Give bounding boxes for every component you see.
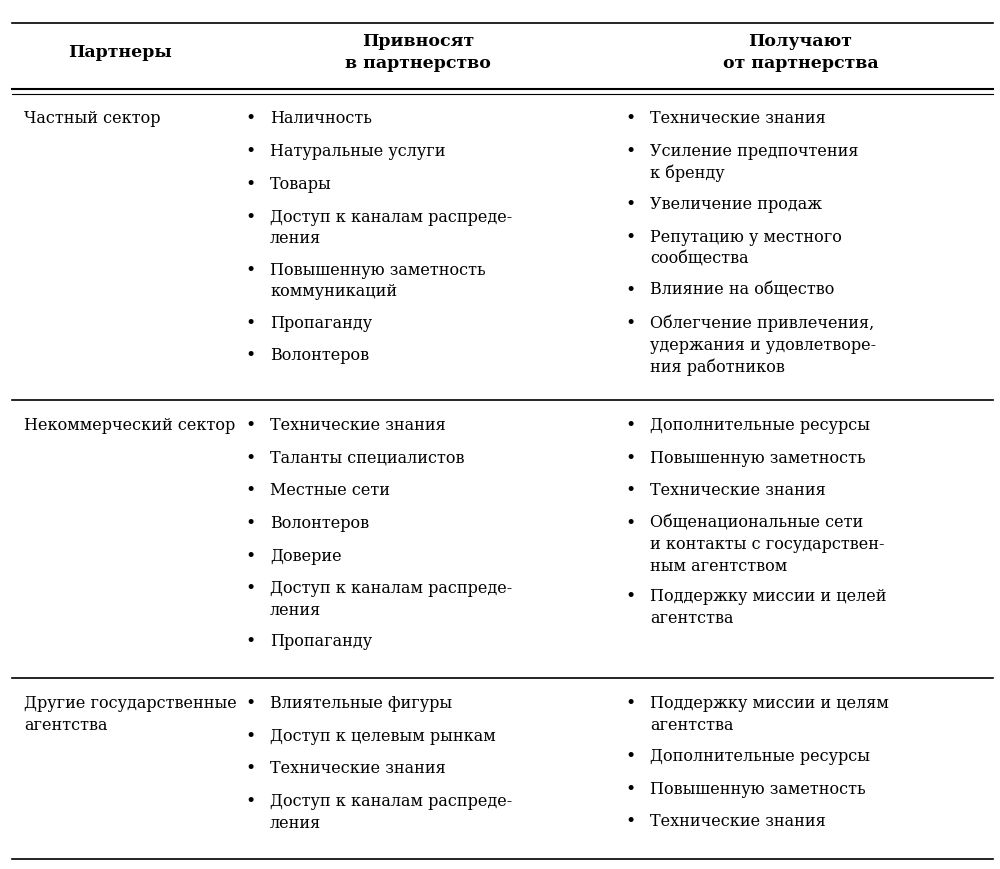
Text: •: • (245, 347, 255, 364)
Text: Облегчение привлечения,
удержания и удовлетворе-
ния работников: Облегчение привлечения, удержания и удов… (650, 315, 876, 375)
Text: •: • (245, 176, 255, 193)
Text: Общенациональные сети
и контакты с государствен-
ным агентством: Общенациональные сети и контакты с госуд… (650, 514, 885, 574)
Text: •: • (245, 209, 255, 225)
Text: Доступ к каналам распреде-
ления: Доступ к каналам распреде- ления (270, 580, 512, 618)
Text: •: • (245, 760, 255, 777)
Text: Технические знания: Технические знания (650, 110, 826, 128)
Text: •: • (625, 779, 635, 797)
Text: •: • (245, 580, 255, 597)
Text: •: • (625, 229, 635, 246)
Text: Технические знания: Технические знания (270, 760, 446, 777)
Text: Пропаганду: Пропаганду (270, 633, 372, 649)
Text: •: • (245, 315, 255, 331)
Text: •: • (625, 196, 635, 213)
Text: Некоммерческий сектор: Некоммерческий сектор (24, 416, 235, 434)
Text: •: • (625, 449, 635, 466)
Text: Повышенную заметность: Повышенную заметность (650, 779, 866, 797)
Text: Товары: Товары (270, 176, 332, 193)
Text: Повышенную заметность: Повышенную заметность (650, 449, 866, 466)
Text: •: • (625, 813, 635, 830)
Text: Усиление предпочтения
к бренду: Усиление предпочтения к бренду (650, 143, 858, 182)
Text: •: • (245, 416, 255, 434)
Text: •: • (245, 143, 255, 160)
Text: •: • (245, 727, 255, 744)
Text: Технические знания: Технические знания (270, 416, 446, 434)
Text: Дополнительные ресурсы: Дополнительные ресурсы (650, 747, 870, 764)
Text: Доступ к каналам распреде-
ления: Доступ к каналам распреде- ления (270, 793, 512, 831)
Text: •: • (245, 110, 255, 128)
Text: Поддержку миссии и целей
агентства: Поддержку миссии и целей агентства (650, 587, 887, 626)
Text: Получают
от партнерства: Получают от партнерства (723, 33, 878, 72)
Text: •: • (625, 747, 635, 764)
Text: Технические знания: Технические знания (650, 481, 826, 499)
Text: Таланты специалистов: Таланты специалистов (270, 449, 464, 466)
Text: Поддержку миссии и целям
агентства: Поддержку миссии и целям агентства (650, 694, 889, 733)
Text: •: • (625, 481, 635, 499)
Text: •: • (625, 143, 635, 160)
Text: Наличность: Наличность (270, 110, 372, 128)
Text: •: • (625, 694, 635, 711)
Text: Волонтеров: Волонтеров (270, 347, 369, 364)
Text: Натуральные услуги: Натуральные услуги (270, 143, 446, 160)
Text: •: • (245, 262, 255, 278)
Text: •: • (245, 514, 255, 531)
Text: •: • (625, 587, 635, 605)
Text: •: • (245, 694, 255, 711)
Text: •: • (625, 416, 635, 434)
Text: •: • (245, 449, 255, 466)
Text: Пропаганду: Пропаганду (270, 315, 372, 331)
Text: Волонтеров: Волонтеров (270, 514, 369, 531)
Text: •: • (245, 481, 255, 499)
Text: Другие государственные
агентства: Другие государственные агентства (24, 694, 237, 733)
Text: Повышенную заметность
коммуникаций: Повышенную заметность коммуникаций (270, 262, 486, 300)
Text: Доступ к каналам распреде-
ления: Доступ к каналам распреде- ления (270, 209, 512, 247)
Text: Доверие: Доверие (270, 547, 342, 564)
Text: Репутацию у местного
сообщества: Репутацию у местного сообщества (650, 229, 842, 267)
Text: Влиятельные фигуры: Влиятельные фигуры (270, 694, 452, 711)
Text: Доступ к целевым рынкам: Доступ к целевым рынкам (270, 727, 496, 744)
Text: Дополнительные ресурсы: Дополнительные ресурсы (650, 416, 870, 434)
Text: •: • (625, 315, 635, 331)
Text: Влияние на общество: Влияние на общество (650, 282, 834, 298)
Text: •: • (245, 633, 255, 649)
Text: Привносят
в партнерство: Привносят в партнерство (345, 33, 491, 72)
Text: •: • (625, 282, 635, 298)
Text: Увеличение продаж: Увеличение продаж (650, 196, 822, 213)
Text: Частный сектор: Частный сектор (24, 110, 160, 128)
Text: •: • (245, 793, 255, 809)
Text: Технические знания: Технические знания (650, 813, 826, 830)
Text: •: • (625, 514, 635, 531)
Text: •: • (245, 547, 255, 564)
Text: Местные сети: Местные сети (270, 481, 390, 499)
Text: Партнеры: Партнеры (68, 44, 172, 61)
Text: •: • (625, 110, 635, 128)
